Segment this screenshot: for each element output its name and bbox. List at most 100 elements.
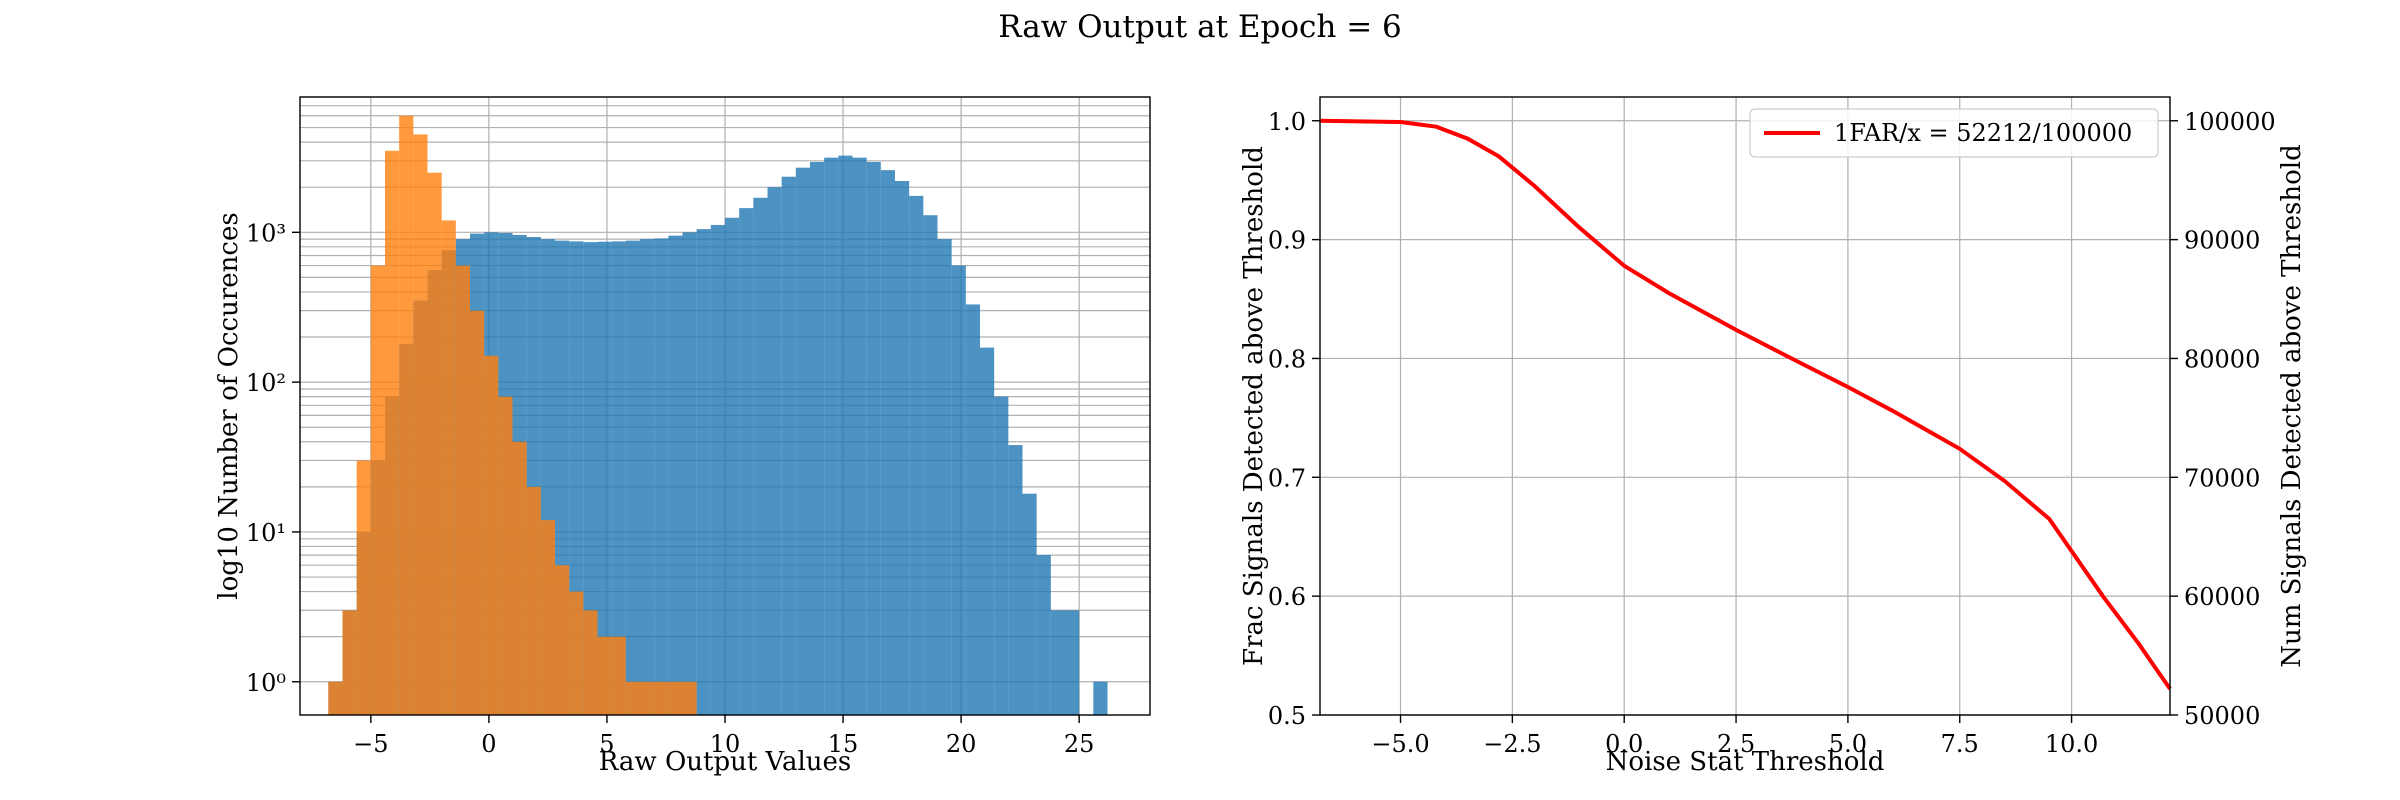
noise-histogram-bar: [498, 396, 513, 715]
signal-histogram-bar: [583, 242, 598, 715]
x-tick-label: −2.5: [1483, 730, 1541, 758]
right-y-tick-label: 90000: [2184, 227, 2260, 255]
signal-histogram-bar: [852, 157, 867, 715]
signal-histogram-bar: [824, 157, 839, 715]
legend-label: 1FAR/x = 52212/100000: [1834, 119, 2132, 147]
curve-x-axis-label: Noise Stat Threshold: [1606, 747, 1885, 777]
signal-histogram-bar: [739, 208, 754, 715]
signal-histogram-bar: [994, 396, 1009, 715]
signal-histogram-bar: [781, 176, 796, 715]
noise-histogram-bar: [484, 355, 499, 715]
x-tick-label: 5.0: [1829, 730, 1867, 758]
y-tick-label: 1.0: [1268, 108, 1306, 136]
signal-histogram-bar: [1093, 681, 1108, 715]
signal-histogram-bar: [654, 238, 669, 715]
noise-histogram-bar: [625, 681, 640, 715]
y-tick-label: 10²: [246, 369, 286, 397]
curve-ticks: −5.0 −2.5 0.0 2.5 5.0 7.5 10.0 0.5 0.6 0.7 0.8 0.9 1…: [1268, 108, 2276, 758]
curve-right-y-axis-label: Num Signals Detected above Threshold: [2277, 144, 2307, 667]
histogram-y-axis-label: log10 Number of Occurences: [214, 212, 244, 599]
signal-histogram-bar: [767, 187, 782, 715]
signal-histogram-bar: [611, 241, 626, 716]
signal-histogram-bar: [1022, 493, 1037, 715]
y-tick-label: 0.8: [1268, 345, 1306, 373]
noise-histogram-bar: [569, 591, 584, 715]
signal-histogram-bar: [725, 217, 740, 715]
y-tick-label: 10³: [246, 219, 286, 247]
signal-histogram-bar: [597, 241, 612, 715]
noise-histogram-bar: [555, 565, 570, 715]
y-tick-label: 0.5: [1268, 702, 1306, 730]
signal-histogram-bar: [795, 167, 810, 716]
histogram-bars: [328, 115, 1108, 716]
signal-histogram-bar: [1050, 610, 1065, 715]
right-y-tick-label: 50000: [2184, 702, 2260, 730]
right-y-tick-label: 100000: [2184, 108, 2276, 136]
signal-histogram-bar: [980, 347, 995, 715]
curve-frame: [1319, 96, 2171, 716]
noise-histogram-bar: [441, 220, 456, 715]
x-tick-label: 7.5: [1941, 730, 1979, 758]
signal-histogram-bar: [1036, 555, 1051, 715]
x-tick-label: −5: [353, 730, 388, 758]
noise-histogram-bar: [370, 265, 385, 715]
right-y-tick-label: 60000: [2184, 583, 2260, 611]
y-tick-label: 0.7: [1268, 464, 1306, 492]
histogram-ticks: −5 0 5 10 15 20 25 10⁰ 10¹ 10² 10³: [246, 219, 1095, 758]
noise-histogram-bar: [583, 610, 598, 715]
signal-histogram-bar: [810, 161, 825, 716]
noise-histogram-bar: [427, 172, 442, 716]
noise-histogram-bar: [470, 310, 485, 715]
noise-histogram-bar: [640, 681, 655, 715]
x-tick-label: 15: [828, 730, 859, 758]
curve-y-axis-label: Frac Signals Detected above Threshold: [1239, 146, 1269, 666]
signal-histogram-bar: [710, 224, 725, 716]
curve-grid: [1320, 97, 2170, 716]
signal-histogram-bar: [923, 215, 938, 715]
x-tick-label: 0: [481, 730, 496, 758]
noise-histogram-bar: [413, 134, 428, 715]
y-tick-label: 10¹: [246, 519, 286, 547]
noise-histogram-bar: [399, 115, 414, 715]
noise-histogram-bar: [385, 150, 400, 715]
signal-histogram-bar: [965, 304, 980, 715]
signal-histogram-bar: [625, 240, 640, 715]
signal-histogram-bar: [753, 197, 768, 715]
signal-histogram-bar: [880, 170, 895, 716]
y-tick-label: 10⁰: [246, 669, 286, 697]
x-tick-label: −5.0: [1371, 730, 1429, 758]
noise-histogram-bar: [611, 636, 626, 715]
signal-histogram-bar: [696, 229, 711, 716]
signal-histogram-bar: [668, 235, 683, 715]
signal-histogram-bar: [951, 265, 966, 715]
signal-histogram-bar: [895, 180, 910, 716]
noise-histogram-bar: [356, 460, 371, 715]
right-y-tick-label: 80000: [2184, 345, 2260, 373]
signal-histogram-bar: [838, 155, 853, 716]
x-tick-label: 10.0: [2045, 730, 2098, 758]
noise-histogram-bar: [328, 681, 343, 715]
noise-histogram-bar: [540, 520, 555, 715]
noise-histogram-bar: [668, 681, 683, 715]
curve-line-series: [1319, 118, 2172, 691]
curve-legend: 1FAR/x = 52212/100000: [1749, 108, 2159, 158]
noise-histogram-bar: [597, 636, 612, 715]
x-tick-label: 5: [599, 730, 614, 758]
x-tick-label: 0.0: [1605, 730, 1643, 758]
threshold-curve-panel: −5.0 −2.5 0.0 2.5 5.0 7.5 10.0 0.5 0.6 0.7 0.8 0.9 1…: [1239, 96, 2307, 777]
signal-histogram-bar: [682, 232, 697, 715]
signal-histogram-bar: [1065, 610, 1080, 715]
signal-histogram-bar: [640, 239, 655, 715]
histogram-x-axis-label: Raw Output Values: [599, 747, 851, 777]
legend-box: [1749, 108, 2159, 158]
x-tick-label: 20: [946, 730, 977, 758]
noise-histogram-bar: [654, 681, 669, 715]
x-tick-label: 10: [710, 730, 741, 758]
figure-title: Raw Output at Epoch = 6: [998, 9, 1402, 45]
noise-histogram-bar: [682, 681, 697, 715]
signal-histogram-bar: [1008, 445, 1023, 715]
noise-histogram-bar: [526, 486, 541, 715]
signal-histogram-bar: [866, 161, 881, 716]
signal-histogram-bar: [909, 195, 924, 715]
